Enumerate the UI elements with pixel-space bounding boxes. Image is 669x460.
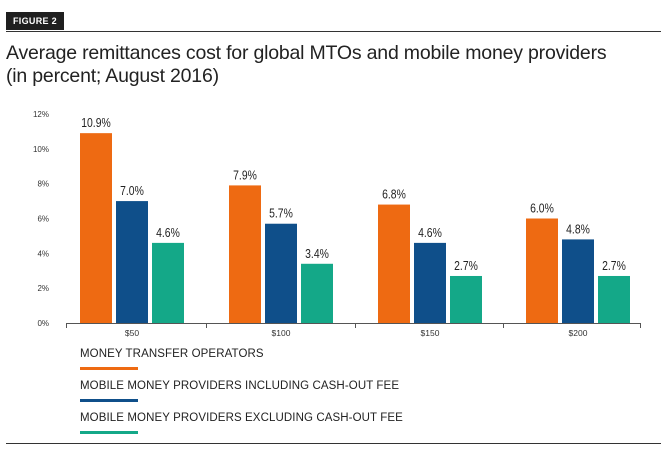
data-label: 4.8% bbox=[566, 222, 590, 236]
data-label: 7.0% bbox=[120, 184, 144, 198]
y-tick-label: 6% bbox=[37, 215, 49, 224]
bar bbox=[526, 218, 558, 323]
bar bbox=[152, 242, 184, 323]
legend-swatch-mobile-excl bbox=[80, 431, 138, 434]
bar bbox=[301, 263, 333, 323]
bar bbox=[562, 239, 594, 323]
legend-swatch-mto bbox=[80, 367, 138, 370]
data-label: 3.4% bbox=[305, 247, 329, 261]
y-tick-label: 0% bbox=[37, 319, 49, 328]
bottom-divider bbox=[6, 443, 661, 444]
data-label: 4.6% bbox=[156, 226, 180, 240]
bar bbox=[229, 185, 261, 323]
chart-title-line2: (in percent; August 2016) bbox=[6, 65, 219, 87]
legend-label-mobile-excl: MOBILE MONEY PROVIDERS EXCLUDING CASH-OU… bbox=[80, 412, 403, 424]
y-tick-label: 4% bbox=[37, 249, 49, 258]
legend-item-mobile-incl: MOBILE MONEY PROVIDERS INCLUDING CASH-OU… bbox=[80, 372, 480, 404]
bar bbox=[414, 242, 446, 323]
bar bbox=[116, 201, 148, 323]
bar bbox=[265, 223, 297, 323]
chart-title: Average remittances cost for global MTOs… bbox=[6, 42, 666, 88]
data-label: 6.8% bbox=[382, 188, 406, 202]
x-tick-label: $100 bbox=[272, 328, 291, 338]
y-tick-label: 2% bbox=[37, 284, 49, 293]
legend-swatch-mobile-incl bbox=[80, 399, 138, 402]
y-tick-label: 10% bbox=[33, 145, 49, 154]
y-tick-label: 8% bbox=[37, 180, 49, 189]
top-divider bbox=[6, 31, 661, 32]
bar bbox=[450, 275, 482, 323]
legend-item-mto: MONEY TRANSFER OPERATORS bbox=[80, 340, 480, 372]
x-tick-label: $150 bbox=[421, 328, 440, 338]
data-label: 2.7% bbox=[602, 259, 626, 273]
legend-label-mobile-incl: MOBILE MONEY PROVIDERS INCLUDING CASH-OU… bbox=[80, 380, 400, 392]
bar bbox=[80, 133, 112, 323]
figure-label: FIGURE 2 bbox=[6, 12, 64, 30]
data-label: 7.9% bbox=[233, 168, 257, 182]
data-label: 4.6% bbox=[418, 226, 442, 240]
data-label: 5.7% bbox=[269, 207, 293, 221]
chart-title-line1: Average remittances cost for global MTOs… bbox=[6, 42, 607, 64]
data-label: 10.9% bbox=[81, 116, 111, 130]
legend-label-mto: MONEY TRANSFER OPERATORS bbox=[80, 348, 264, 360]
x-tick-label: $200 bbox=[569, 328, 588, 338]
x-tick-label: $50 bbox=[125, 328, 139, 338]
data-label: 2.7% bbox=[454, 259, 478, 273]
legend-item-mobile-excl: MOBILE MONEY PROVIDERS EXCLUDING CASH-OU… bbox=[80, 404, 480, 436]
data-label: 6.0% bbox=[530, 201, 554, 215]
bar bbox=[378, 204, 410, 323]
y-tick-label: 12% bbox=[33, 110, 49, 119]
bar bbox=[598, 275, 630, 323]
legend: MONEY TRANSFER OPERATORS MOBILE MONEY PR… bbox=[80, 340, 480, 436]
